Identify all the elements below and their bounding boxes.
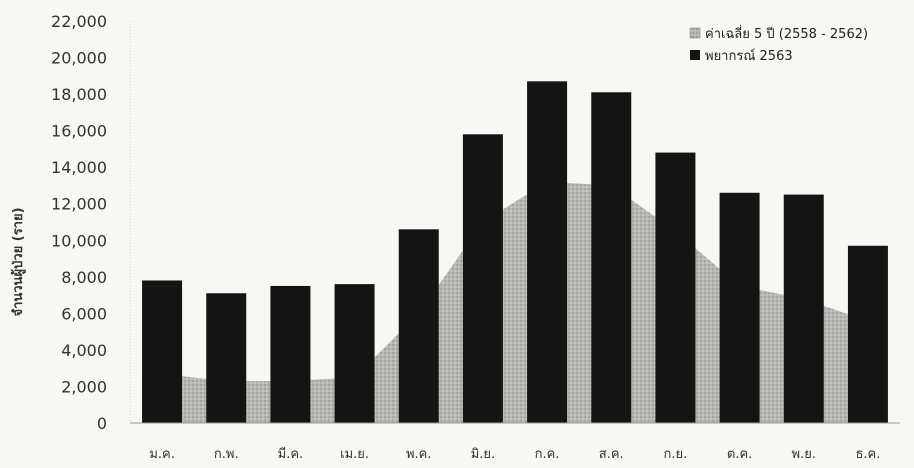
y-tick-label: 8,000 bbox=[61, 268, 107, 287]
legend-swatch-average bbox=[689, 27, 701, 39]
x-tick-label: มิ.ย. bbox=[471, 447, 495, 462]
legend-swatch-forecast bbox=[690, 50, 700, 60]
y-tick-label: 16,000 bbox=[51, 122, 107, 141]
bar-forecast bbox=[334, 284, 375, 423]
x-tick-label: พ.ค. bbox=[406, 447, 432, 462]
y-tick-label: 18,000 bbox=[51, 85, 107, 104]
legend-label-forecast: พยากรณ์ 2563 bbox=[705, 48, 793, 64]
bar-forecast bbox=[462, 134, 503, 424]
bar-forecast bbox=[655, 152, 696, 423]
x-tick-label: พ.ย. bbox=[792, 447, 816, 462]
y-tick-label: 6,000 bbox=[61, 304, 107, 323]
y-axis-title: จำนวนผู้ป่วย (ราย) bbox=[10, 207, 26, 316]
bar-forecast bbox=[206, 293, 247, 423]
y-tick-label: 10,000 bbox=[51, 231, 107, 250]
bar-forecast bbox=[847, 245, 888, 423]
bar-forecast bbox=[398, 229, 439, 423]
y-tick-label: 12,000 bbox=[51, 195, 107, 214]
y-tick-label: 20,000 bbox=[51, 49, 107, 68]
x-tick-label: ธ.ค. bbox=[855, 447, 880, 462]
bar-forecast bbox=[142, 280, 183, 423]
y-tick-label: 4,000 bbox=[61, 341, 107, 360]
y-tick-label: 14,000 bbox=[51, 158, 107, 177]
x-tick-label: ก.ค. bbox=[535, 447, 560, 462]
x-tick-label: ก.พ. bbox=[214, 447, 239, 462]
x-tick-label: เม.ย. bbox=[340, 447, 369, 462]
legend-label-average: ค่าเฉลี่ย 5 ปี (2558 - 2562) bbox=[705, 25, 868, 42]
bar-forecast bbox=[719, 192, 760, 423]
y-tick-label: 0 bbox=[97, 414, 107, 433]
y-tick-label: 2,000 bbox=[61, 377, 107, 396]
bar-forecast bbox=[527, 81, 568, 424]
x-tick-label: ม.ค. bbox=[149, 447, 175, 462]
bar-forecast bbox=[591, 92, 632, 423]
y-tick-label: 22,000 bbox=[51, 12, 107, 31]
legend: ค่าเฉลี่ย 5 ปี (2558 - 2562) พยากรณ์ 256… bbox=[689, 25, 868, 64]
bar-forecast bbox=[270, 285, 311, 423]
x-tick-label: ส.ค. bbox=[599, 447, 624, 462]
plot-area: 0 2,000 4,000 6,000 8,000 10,000 12,000 14,000 1… bbox=[51, 12, 900, 462]
x-tick-label: ก.ย. bbox=[664, 447, 688, 462]
x-tick-label: มี.ค. bbox=[278, 446, 304, 462]
bar-forecast bbox=[783, 194, 824, 423]
x-tick-label: ต.ค. bbox=[727, 447, 752, 462]
